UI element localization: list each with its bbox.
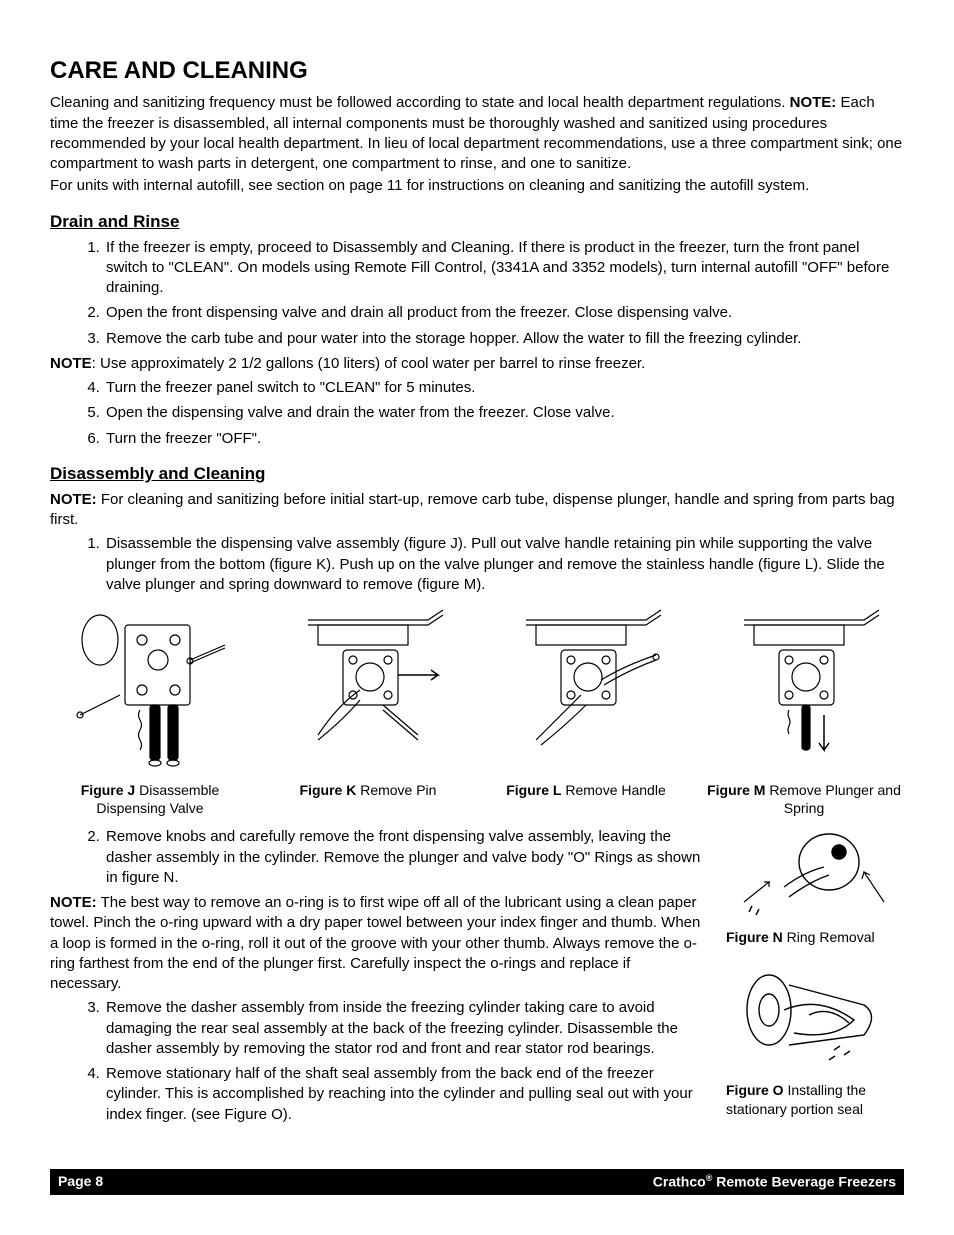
disassembly-list-3: Remove the dasher assembly from inside t… (50, 998, 704, 1125)
note-label: NOTE: (50, 491, 97, 508)
figure-m-caption: Figure M Remove Plunger and Spring (704, 781, 904, 817)
drain-item: If the freezer is empty, proceed to Disa… (104, 238, 904, 299)
figure-j: Figure J Disassemble Dispensing Valve (50, 605, 250, 817)
figure-j-image (70, 605, 230, 775)
note-label: NOTE: (50, 894, 97, 911)
fig-text: Remove Handle (561, 782, 665, 798)
disassembly-item-1: Disassemble the dispensing valve assembl… (104, 534, 904, 595)
figure-n-image (734, 827, 894, 922)
figure-k-caption: Figure K Remove Pin (268, 781, 468, 799)
fig-label: Figure J (81, 782, 135, 798)
footer-product: Crathco® Remote Beverage Freezers (653, 1172, 896, 1192)
disassembly-note2: NOTE: The best way to remove an o-ring i… (50, 893, 704, 994)
intro-p2: For units with internal autofill, see se… (50, 176, 904, 196)
drain-item: Remove the carb tube and pour water into… (104, 329, 904, 349)
lower-section: Remove knobs and carefully remove the fr… (50, 827, 904, 1137)
disassembly-note: NOTE: For cleaning and sanitizing before… (50, 490, 904, 531)
fig-label: Figure N (726, 929, 783, 945)
page-title: CARE AND CLEANING (50, 55, 904, 87)
figure-o-caption: Figure O Installing the stationary porti… (724, 1081, 904, 1119)
drain-item: Turn the freezer panel switch to "CLEAN"… (104, 378, 904, 398)
figure-l-image (506, 605, 666, 775)
note-label: NOTE (50, 355, 92, 372)
note-text: : Use approximately 2 1/2 gallons (10 li… (92, 355, 646, 372)
figure-n: Figure N Ring Removal (724, 827, 904, 947)
drain-heading: Drain and Rinse (50, 211, 904, 234)
footer-brand: Crathco (653, 1174, 706, 1190)
fig-label: Figure M (707, 782, 765, 798)
figure-n-caption: Figure N Ring Removal (724, 928, 904, 947)
intro-note-label: NOTE: (790, 94, 837, 111)
disassembly-list-2: Remove knobs and carefully remove the fr… (50, 827, 704, 888)
drain-item: Open the front dispensing valve and drai… (104, 303, 904, 323)
footer-page: Page 8 (58, 1172, 103, 1192)
lower-right: Figure N Ring Removal Figure O Insta (724, 827, 904, 1137)
figure-m-image (724, 605, 884, 775)
disassembly-item-4: Remove stationary half of the shaft seal… (104, 1064, 704, 1125)
drain-item: Turn the freezer "OFF". (104, 429, 904, 449)
fig-label: Figure L (506, 782, 561, 798)
intro-section: Cleaning and sanitizing frequency must b… (50, 93, 904, 196)
note-text: The best way to remove an o-ring is to f… (50, 894, 700, 992)
figure-j-caption: Figure J Disassemble Dispensing Valve (50, 781, 250, 817)
fig-label: Figure O (726, 1082, 784, 1098)
figure-o: Figure O Installing the stationary porti… (724, 965, 904, 1119)
disassembly-item-2: Remove knobs and carefully remove the fr… (104, 827, 704, 888)
fig-label: Figure K (300, 782, 357, 798)
intro-p1a: Cleaning and sanitizing frequency must b… (50, 94, 785, 111)
drain-list-2: Turn the freezer panel switch to "CLEAN"… (50, 378, 904, 449)
lower-left: Remove knobs and carefully remove the fr… (50, 827, 704, 1137)
page-footer: Page 8 Crathco® Remote Beverage Freezers (50, 1169, 904, 1195)
fig-text: Remove Plunger and Spring (765, 782, 900, 816)
disassembly-item-3: Remove the dasher assembly from inside t… (104, 998, 704, 1059)
drain-note: NOTE: Use approximately 2 1/2 gallons (1… (50, 354, 904, 374)
figure-k-image (288, 605, 448, 775)
drain-item: Open the dispensing valve and drain the … (104, 403, 904, 423)
drain-list-1: If the freezer is empty, proceed to Disa… (50, 238, 904, 349)
disassembly-list-1: Disassemble the dispensing valve assembl… (50, 534, 904, 595)
figure-row: Figure J Disassemble Dispensing Valve (50, 605, 904, 817)
figure-m: Figure M Remove Plunger and Spring (704, 605, 904, 817)
figure-l: Figure L Remove Handle (486, 605, 686, 817)
fig-text: Remove Pin (356, 782, 436, 798)
disassembly-heading: Disassembly and Cleaning (50, 463, 904, 486)
figure-k: Figure K Remove Pin (268, 605, 468, 817)
figure-o-image (734, 965, 894, 1075)
footer-product-name: Remote Beverage Freezers (712, 1174, 896, 1190)
fig-text: Ring Removal (783, 929, 875, 945)
figure-l-caption: Figure L Remove Handle (486, 781, 686, 799)
note-text: For cleaning and sanitizing before initi… (50, 491, 895, 528)
intro-p1: Cleaning and sanitizing frequency must b… (50, 93, 904, 174)
